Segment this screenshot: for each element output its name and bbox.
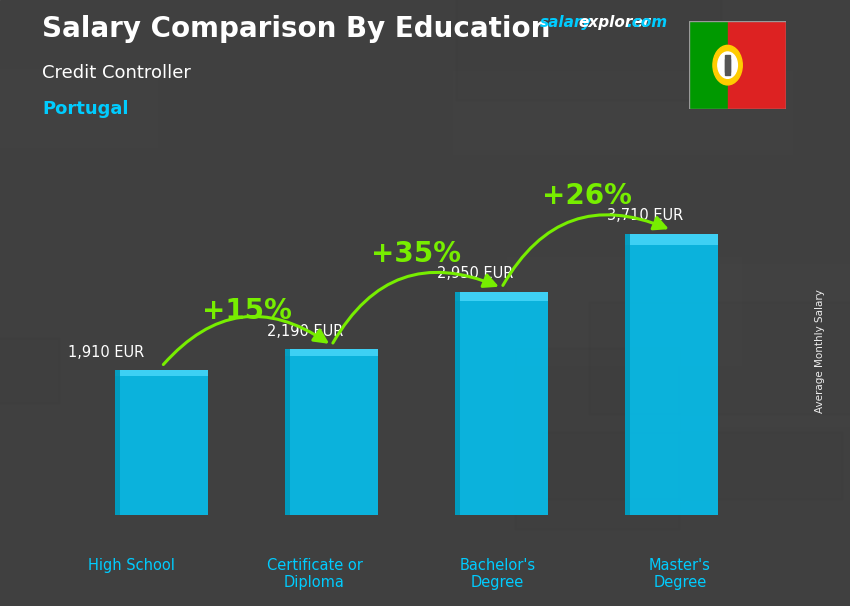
Text: 1,910 EUR: 1,910 EUR [68,345,144,360]
FancyBboxPatch shape [625,234,718,515]
FancyBboxPatch shape [455,291,548,515]
Bar [725,59,730,72]
Bar [607,450,850,549]
Text: explorer: explorer [579,15,651,30]
Text: +15%: +15% [201,298,292,325]
Circle shape [717,52,737,78]
Bar [0,340,332,499]
Text: salary: salary [540,15,592,30]
Text: Master's
Degree: Master's Degree [649,558,711,590]
Bar [170,193,274,373]
Bar [713,378,815,525]
FancyBboxPatch shape [285,349,378,515]
Bar [115,370,208,376]
Bar [332,289,472,378]
Bar [139,2,282,107]
Bar [728,21,786,109]
Circle shape [713,45,742,85]
Bar [1,190,124,288]
Bar [320,130,530,225]
Text: Average Monthly Salary: Average Monthly Salary [815,290,825,413]
Text: Portugal: Portugal [42,100,129,118]
Bar [625,234,631,515]
Bar [772,503,850,606]
Bar [524,191,632,281]
Text: Certificate or
Diploma: Certificate or Diploma [267,558,362,590]
Bar [688,21,728,109]
Text: High School: High School [88,558,175,573]
Bar [736,268,823,368]
Text: Salary Comparison By Education: Salary Comparison By Education [42,15,551,43]
Bar [0,87,303,171]
Bar [285,349,291,515]
Bar [115,370,121,515]
Text: 3,710 EUR: 3,710 EUR [607,208,683,224]
Bar [455,291,461,515]
Bar [625,234,718,245]
Bar [285,349,378,356]
Text: .com: .com [626,15,667,30]
Bar [455,291,548,301]
Bar [516,290,613,403]
Bar [0,525,276,606]
Text: Bachelor's
Degree: Bachelor's Degree [459,558,536,590]
Text: Credit Controller: Credit Controller [42,64,191,82]
Bar [82,10,234,73]
Bar [656,10,850,128]
Bar [335,0,623,131]
Text: +35%: +35% [371,240,462,268]
Bar [407,32,743,181]
Bar [466,351,729,427]
Bar [726,56,729,75]
Bar [352,0,499,101]
FancyBboxPatch shape [115,370,208,515]
Text: 2,190 EUR: 2,190 EUR [267,324,343,339]
Text: +26%: +26% [541,182,632,210]
Text: 2,950 EUR: 2,950 EUR [437,266,513,281]
